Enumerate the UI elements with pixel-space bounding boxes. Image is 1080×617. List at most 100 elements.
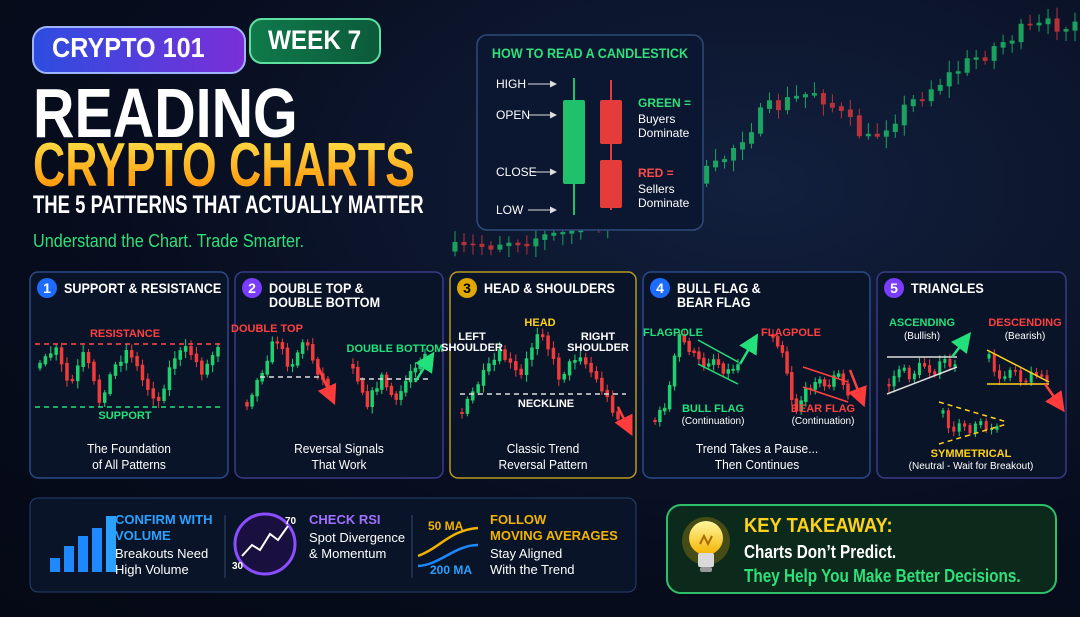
title: READING (33, 74, 298, 152)
candle (76, 359, 80, 389)
body (982, 57, 988, 61)
body (119, 361, 123, 366)
pattern-line (950, 332, 972, 358)
candle (672, 353, 677, 391)
body (883, 130, 889, 137)
body (1040, 374, 1044, 377)
candle (452, 231, 458, 257)
candle (818, 376, 822, 388)
body (758, 107, 764, 134)
candle (370, 387, 374, 414)
body (418, 360, 422, 370)
body (86, 352, 91, 364)
body (672, 355, 677, 387)
body (530, 347, 534, 360)
body (173, 358, 177, 369)
body (820, 93, 826, 105)
tip-title: CONFIRM WITH (115, 512, 213, 527)
body (1063, 29, 1069, 32)
panel-box (29, 271, 229, 479)
candle (917, 357, 921, 379)
body (749, 132, 755, 144)
candle (173, 351, 177, 376)
candle (987, 350, 991, 363)
candle (667, 381, 672, 412)
guide-label: CLOSE (496, 165, 537, 179)
body (167, 367, 172, 391)
body (948, 358, 952, 367)
candle (557, 352, 561, 386)
candle (658, 406, 662, 427)
candle (108, 372, 112, 396)
body (1019, 370, 1023, 382)
number-badge (457, 278, 477, 298)
body (151, 388, 156, 399)
candle (506, 236, 512, 257)
chart-label: LEFT (458, 331, 486, 343)
pattern-title: DOUBLE TOP & (269, 280, 364, 296)
candle (740, 131, 746, 161)
candle (70, 374, 75, 384)
guide-text: Dominate (638, 196, 690, 210)
body (399, 391, 403, 400)
candle (497, 235, 503, 253)
takeaway-box (666, 504, 1057, 594)
body (423, 353, 427, 362)
candle (952, 421, 956, 437)
body (829, 102, 835, 108)
body (973, 57, 979, 60)
body (984, 421, 988, 431)
body (413, 367, 418, 373)
tip-title: VOLUME (115, 528, 171, 543)
body (822, 379, 827, 387)
ma-label: 50 MA (428, 519, 464, 533)
pattern-number: 4 (656, 280, 664, 296)
candle (758, 103, 764, 137)
pattern-line (315, 363, 337, 406)
body (305, 342, 310, 346)
chart-label: RIGHT (580, 331, 616, 343)
body (731, 368, 735, 371)
week-text: WEEK 7 (268, 25, 362, 55)
tip-text: & Momentum (309, 546, 387, 561)
candle (953, 359, 957, 372)
body (716, 359, 721, 366)
body (953, 364, 957, 367)
body (865, 133, 871, 137)
candle (610, 390, 615, 417)
body (59, 347, 64, 365)
body (917, 362, 921, 376)
tip-text: Breakouts Need (115, 546, 209, 561)
candle (503, 345, 507, 363)
guide-red-title: RED = (638, 166, 674, 180)
body (546, 335, 550, 350)
body (589, 362, 593, 373)
candle (912, 370, 916, 383)
body (492, 359, 497, 365)
candle (578, 350, 583, 365)
body (476, 384, 480, 393)
body (1034, 372, 1038, 376)
body (892, 375, 896, 387)
badge (32, 26, 246, 74)
pattern-line (697, 363, 739, 385)
pattern-panel (642, 271, 871, 479)
candle (731, 144, 737, 172)
pattern-panel (449, 271, 637, 479)
candle (892, 370, 896, 393)
body (943, 358, 947, 363)
body (290, 364, 295, 367)
rsi-label: 30 (232, 561, 244, 572)
body (910, 99, 916, 107)
candle (524, 235, 530, 255)
candle (54, 344, 58, 361)
pattern-panel (29, 271, 229, 479)
body (998, 370, 1002, 379)
body (461, 242, 467, 246)
body (210, 354, 215, 366)
candle (488, 241, 494, 256)
body (389, 385, 394, 396)
body (663, 407, 667, 412)
candle (183, 339, 188, 359)
body (162, 388, 166, 401)
